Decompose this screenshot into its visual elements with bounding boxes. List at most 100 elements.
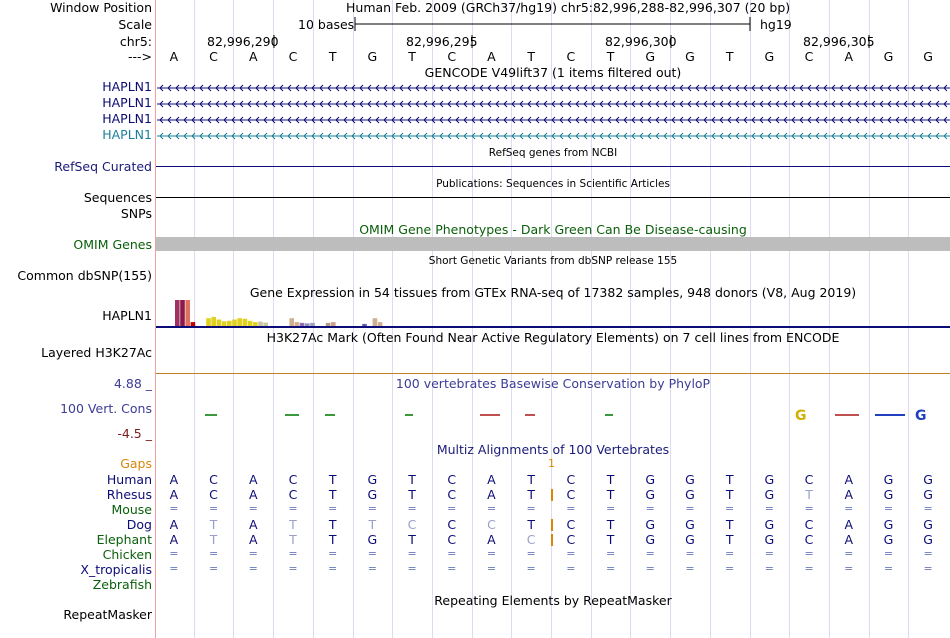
multiz-track-title[interactable]: Multiz Alignments of 100 Vertebrates [436, 442, 670, 457]
strand-arrow [439, 84, 444, 92]
strand-arrow [383, 84, 388, 92]
aligned-base: G [883, 487, 894, 502]
strand-arrow [391, 100, 396, 108]
species-zebrafish[interactable]: Zebrafish [92, 577, 152, 592]
phylop-label[interactable]: 100 Vert. Cons [60, 401, 152, 416]
unaligned-marker: = [526, 502, 536, 515]
strand-arrow [639, 100, 644, 108]
species-mouse[interactable]: Mouse [111, 502, 152, 517]
phylop-mark [480, 414, 500, 416]
species-chicken[interactable]: Chicken [102, 547, 152, 562]
strand-arrow [783, 116, 788, 124]
aligned-base: C [288, 487, 298, 502]
gencode-transcripts[interactable] [0, 80, 950, 220]
dbsnp-label[interactable]: Common dbSNP(155) [17, 268, 152, 283]
strand-arrow [575, 132, 580, 140]
h3k27ac-track-title[interactable]: H3K27Ac Mark (Often Found Near Active Re… [266, 330, 840, 345]
strand-arrow [503, 100, 508, 108]
gencode-item-1[interactable]: HAPLN1 [102, 79, 152, 94]
reference-base: G [923, 49, 933, 64]
strand-arrow [359, 84, 364, 92]
unaligned-marker: = [486, 502, 497, 515]
browser-title: Human Feb. 2009 (GRCh37/hg19) chr5:82,99… [346, 0, 791, 15]
strand-arrow [327, 84, 332, 92]
species-elephant[interactable]: Elephant [96, 532, 152, 547]
aligned-base: T [209, 532, 218, 547]
strand-arrow [183, 116, 188, 124]
gtex-tissue-bar [258, 321, 263, 326]
refseq-label[interactable]: RefSeq Curated [54, 159, 152, 174]
species-rhesus[interactable]: Rhesus [106, 487, 152, 502]
reference-base: A [248, 49, 258, 64]
strand-arrow [175, 84, 180, 92]
strand-arrow [663, 116, 668, 124]
omim-track-title[interactable]: OMIM Gene Phenotypes - Dark Green Can Be… [359, 222, 747, 237]
strand-arrow [815, 84, 820, 92]
aligned-base: G [883, 532, 894, 547]
strand-arrow [935, 132, 940, 140]
strand-arrow [239, 116, 244, 124]
phylop-mark [405, 414, 413, 416]
gtex-bar-chart[interactable] [0, 298, 950, 328]
strand-arrow [831, 84, 836, 92]
publications-label[interactable]: Sequences [83, 190, 152, 205]
strand-arrow [551, 84, 556, 92]
strand-arrow [535, 100, 540, 108]
unaligned-marker: = [883, 547, 894, 560]
omim-label[interactable]: OMIM Genes [73, 237, 152, 252]
gtex-tissue-bar [227, 320, 232, 326]
strand-arrow [751, 116, 756, 124]
strand-arrow [879, 116, 884, 124]
strand-arrow [551, 116, 556, 124]
strand-arrow [671, 132, 676, 140]
strand-arrow [687, 100, 692, 108]
gtex-label[interactable]: HAPLN1 [102, 308, 152, 323]
strand-arrow [783, 84, 788, 92]
aligned-base: T [606, 532, 615, 547]
strand-arrow [343, 84, 348, 92]
aligned-base: T [725, 532, 734, 547]
gencode-item-2[interactable]: HAPLN1 [102, 95, 152, 110]
aligned-base: T [408, 487, 416, 502]
gencode-track-title[interactable]: GENCODE V49lift37 (1 items filtered out) [424, 65, 682, 80]
repeatmasker-track-title[interactable]: Repeating Elements by RepeatMasker [434, 593, 672, 608]
dbsnp-track-title[interactable]: Short Genetic Variants from dbSNP releas… [428, 255, 678, 267]
strand-arrow [903, 116, 908, 124]
strand-arrow [703, 100, 708, 108]
strand-arrow [559, 84, 564, 92]
aligned-base: C [447, 472, 457, 487]
h3k27ac-label[interactable]: Layered H3K27Ac [41, 345, 152, 360]
strand-arrow [527, 84, 532, 92]
aligned-base: G [923, 487, 933, 502]
species-human[interactable]: Human [106, 472, 152, 487]
refseq-track-title[interactable]: RefSeq genes from NCBI [488, 147, 618, 159]
snps-label[interactable]: SNPs [120, 206, 152, 221]
reference-base: G [645, 49, 656, 64]
gtex-tissue-bar [211, 316, 216, 326]
phylop-track-title[interactable]: 100 vertebrates Basewise Conservation by… [395, 376, 711, 391]
chrom-label: chr5: [119, 34, 152, 49]
species-x-tropicalis[interactable]: X_tropicalis [80, 562, 152, 577]
strand-arrow [735, 100, 740, 108]
gaps-label[interactable]: Gaps [120, 456, 152, 471]
publications-track-title[interactable]: Publications: Sequences in Scientific Ar… [436, 178, 670, 190]
strand-arrow [823, 116, 828, 124]
strand-arrow [295, 116, 300, 124]
gtex-tissue-bar [242, 318, 248, 326]
strand-arrow [247, 84, 252, 92]
species-dog[interactable]: Dog [126, 517, 152, 532]
phylop-min: -4.5 _ [117, 426, 152, 441]
aligned-base: A [844, 487, 854, 502]
gtex-track-title[interactable]: Gene Expression in 54 tissues from GTEx … [249, 285, 857, 300]
gencode-item-3[interactable]: HAPLN1 [102, 111, 152, 126]
gencode-item-4[interactable]: HAPLN1 [102, 127, 152, 142]
unaligned-marker: = [605, 502, 616, 515]
repeatmasker-label[interactable]: RepeatMasker [63, 607, 152, 622]
strand-arrow [311, 84, 316, 92]
strand-arrow [775, 132, 780, 140]
strand-arrow [607, 84, 612, 92]
gtex-tissue-bar [232, 319, 237, 326]
unaligned-marker: = [685, 502, 695, 515]
omim-feature-bar[interactable] [156, 237, 950, 251]
